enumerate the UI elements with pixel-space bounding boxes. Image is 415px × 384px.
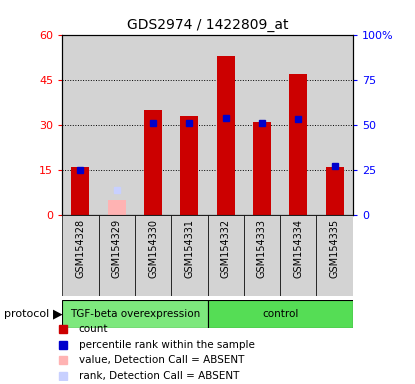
Bar: [171, 35, 208, 215]
FancyBboxPatch shape: [62, 215, 99, 296]
Bar: [180, 116, 198, 215]
Bar: [99, 35, 135, 215]
Text: GSM154329: GSM154329: [112, 219, 122, 278]
Bar: [107, 200, 126, 215]
Text: control: control: [262, 309, 298, 319]
Text: GSM154332: GSM154332: [221, 219, 231, 278]
Bar: [208, 35, 244, 215]
Text: GSM154328: GSM154328: [76, 219, 85, 278]
Text: GSM154331: GSM154331: [184, 219, 194, 278]
Bar: [253, 122, 271, 215]
Title: GDS2974 / 1422809_at: GDS2974 / 1422809_at: [127, 18, 288, 32]
Bar: [62, 35, 99, 215]
FancyBboxPatch shape: [317, 215, 353, 296]
Bar: [144, 110, 162, 215]
FancyBboxPatch shape: [135, 215, 171, 296]
FancyBboxPatch shape: [280, 215, 317, 296]
Bar: [71, 167, 90, 215]
FancyBboxPatch shape: [171, 215, 208, 296]
Text: GSM154335: GSM154335: [330, 219, 339, 278]
Text: ▶: ▶: [53, 308, 62, 320]
FancyBboxPatch shape: [99, 215, 135, 296]
Text: TGF-beta overexpression: TGF-beta overexpression: [70, 309, 200, 319]
FancyBboxPatch shape: [208, 300, 353, 328]
FancyBboxPatch shape: [244, 215, 280, 296]
Bar: [317, 35, 353, 215]
Text: GSM154333: GSM154333: [257, 219, 267, 278]
Text: rank, Detection Call = ABSENT: rank, Detection Call = ABSENT: [79, 371, 239, 381]
Bar: [280, 35, 317, 215]
Text: protocol: protocol: [4, 309, 49, 319]
Text: count: count: [79, 324, 108, 334]
Bar: [289, 74, 308, 215]
Text: GSM154330: GSM154330: [148, 219, 158, 278]
FancyBboxPatch shape: [208, 215, 244, 296]
FancyBboxPatch shape: [62, 300, 208, 328]
Text: GSM154334: GSM154334: [293, 219, 303, 278]
Bar: [244, 35, 280, 215]
Bar: [217, 56, 235, 215]
Text: value, Detection Call = ABSENT: value, Detection Call = ABSENT: [79, 355, 244, 365]
Bar: [325, 167, 344, 215]
Text: percentile rank within the sample: percentile rank within the sample: [79, 340, 254, 350]
Bar: [135, 35, 171, 215]
